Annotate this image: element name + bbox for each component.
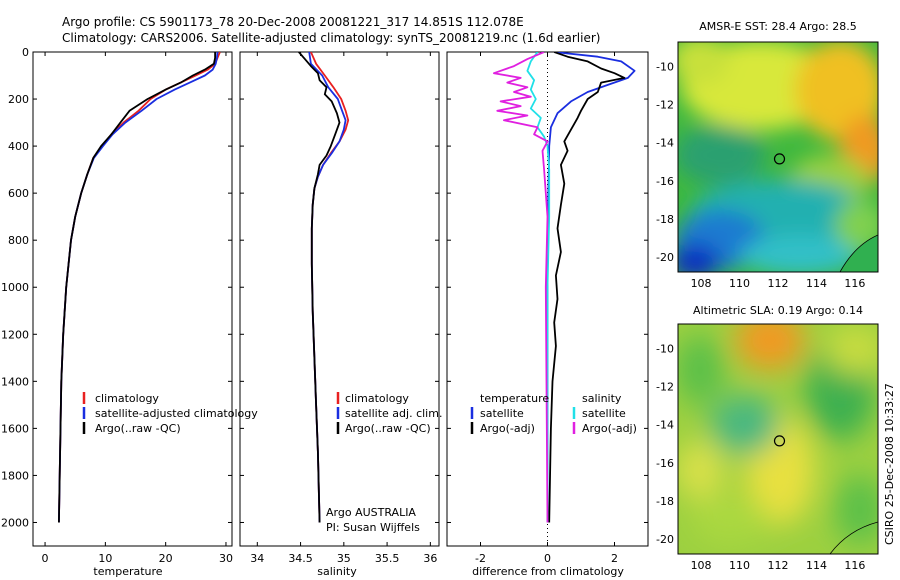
map-y-tick-label: -12 [656,99,674,112]
legend-label: Argo(-adj) [480,422,535,435]
map-y-tick-label: -16 [656,457,674,470]
x-tick-label: 30 [219,552,233,565]
y-tick-label: 1000 [1,281,29,294]
legend-title-temperature: temperature [480,392,549,405]
map-y-tick-label: -18 [656,213,674,226]
temperature-legend: climatology satellite-adjusted climatolo… [82,392,258,435]
legend-label: satellite [480,407,524,420]
x-tick-label: -2 [475,552,486,565]
x-tick-label: 0 [42,552,49,565]
argo-location-marker [773,435,786,447]
legend-label: Argo(..raw -QC) [345,422,431,435]
legend-label: satellite [582,407,626,420]
map-y-tick-label: -14 [656,137,674,150]
difference-lines [492,52,636,546]
series-line-temperature-argo-adj- [548,52,626,523]
map-x-tick-label: 116 [844,559,865,572]
y-tick-label: 1600 [1,422,29,435]
map-y-tick-label: -12 [656,381,674,394]
legend-title-salinity: salinity [582,392,622,405]
map-x-tick-label: 112 [768,277,789,290]
y-tick-label: 1200 [1,328,29,341]
series-line-climatology [310,52,350,523]
x-tick-label: 10 [98,552,112,565]
credit-timestamp: CSIRO 25-Dec-2008 10:33:27 [883,383,896,545]
x-tick-label: 34.5 [288,552,313,565]
map-x-tick-label: 114 [806,559,827,572]
temperature-axes [32,51,233,547]
sla-map-frame [677,323,879,555]
map-x-tick-label: 108 [691,277,712,290]
map-y-tick-label: -16 [656,175,674,188]
legend-label: climatology [345,392,409,405]
x-tick-label: 34 [250,552,264,565]
y-tick-label: 600 [8,187,29,200]
salinity-lines [298,52,350,523]
series-line-argo-raw-qc- [58,52,217,523]
header-line-1: Argo profile: CS 5901173_78 20-Dec-2008 … [62,15,524,29]
map-y-tick-label: -20 [656,251,674,264]
map-x-tick-label: 110 [729,277,750,290]
tick-layer: 0 10 20 30020040060080010001200140016001800… [1,46,865,572]
map-x-tick-label: 108 [691,559,712,572]
y-tick-label: 2000 [1,516,29,529]
difference-xlabel: difference from climatology [472,565,624,578]
salinity-xlabel: salinity [317,565,357,578]
map-y-tick-label: -18 [656,495,674,508]
x-tick-label: 2 [611,552,618,565]
temperature-lines [58,52,221,523]
x-tick-label: 36 [423,552,437,565]
annotation-argo-australia: Argo AUSTRALIA [326,506,416,519]
map-x-tick-label: 112 [768,559,789,572]
salinity-legend: climatology satellite adj. clim. Argo(..… [326,392,442,534]
header-line-2: Climatology: CARS2006. Satellite-adjuste… [62,31,600,45]
map-x-tick-label: 114 [806,277,827,290]
legend-label: satellite adj. clim. [345,407,442,420]
x-tick-label: 0 [544,552,551,565]
x-tick-label: 35 [337,552,351,565]
x-tick-label: 20 [159,552,173,565]
sla-map-title: Altimetric SLA: 0.19 Argo: 0.14 [693,304,863,317]
map-x-tick-label: 116 [844,277,865,290]
legend-label: satellite-adjusted climatology [95,407,258,420]
y-tick-label: 800 [8,234,29,247]
legend-label: Argo(-adj) [582,422,637,435]
map-y-tick-label: -10 [656,343,674,356]
series-line-salinity-argo-adj- [492,52,549,523]
annotation-pi: PI: Susan Wijffels [326,521,420,534]
temperature-xlabel: temperature [93,565,162,578]
salinity-axes [239,51,440,547]
legend-label: Argo(..raw -QC) [95,422,181,435]
difference-legend: temperature satellite Argo(-adj) salinit… [470,392,637,435]
series-line-argo-raw-qc- [298,52,341,523]
map-y-tick-label: -14 [656,419,674,432]
map-y-tick-label: -20 [656,533,674,546]
y-tick-label: 1400 [1,375,29,388]
series-line-temperature-satellite [546,52,636,523]
series-line-satellite-adjusted-climatology [58,52,219,523]
y-tick-label: 400 [8,140,29,153]
y-tick-label: 0 [22,46,29,59]
series-line-climatology [58,52,221,523]
y-tick-label: 1800 [1,469,29,482]
sst-map-title: AMSR-E SST: 28.4 Argo: 28.5 [699,20,857,33]
argo-location-marker [773,153,786,165]
y-tick-label: 200 [8,93,29,106]
map-x-tick-label: 110 [729,559,750,572]
map-y-tick-label: -10 [656,61,674,74]
x-tick-label: 35.5 [375,552,400,565]
sla-map-image [678,324,878,554]
legend-label: climatology [95,392,159,405]
sst-map-image [678,42,878,272]
series-line-salinity-satellite [526,52,551,523]
sst-map-frame [677,41,879,273]
